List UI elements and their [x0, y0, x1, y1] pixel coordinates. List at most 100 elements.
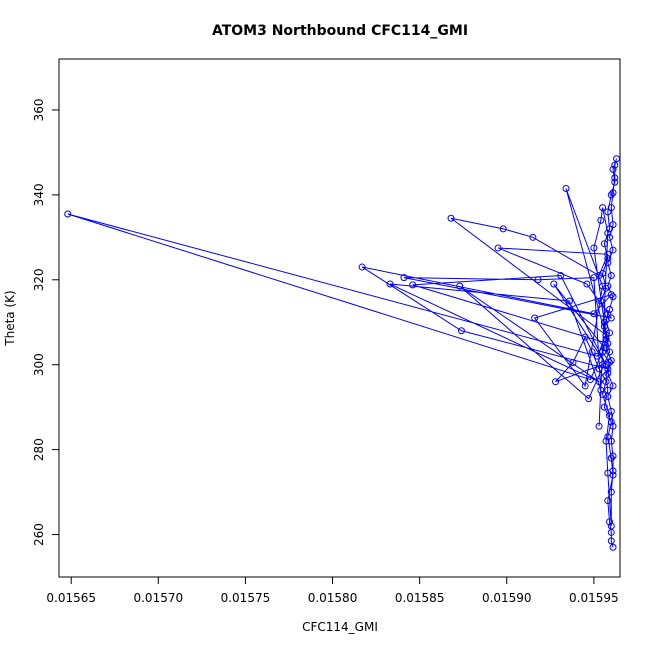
data-point — [456, 282, 464, 290]
y-axis-label: Theta (K) — [3, 290, 17, 346]
data-point — [599, 348, 607, 356]
data-point — [593, 352, 601, 360]
y-tick-label: 260 — [32, 523, 46, 546]
data-point — [604, 208, 612, 216]
y-tick-label: 340 — [32, 183, 46, 206]
data-point — [599, 204, 607, 212]
data-point — [599, 361, 607, 369]
data-point — [606, 225, 614, 233]
data-point — [606, 329, 614, 337]
data-point — [534, 276, 542, 284]
y-tick-label: 320 — [32, 268, 46, 291]
data-point — [590, 244, 598, 252]
data-point — [607, 356, 615, 364]
data-point — [606, 359, 614, 367]
data-point — [611, 161, 619, 169]
data-point — [607, 454, 615, 462]
data-point — [550, 280, 558, 288]
data-point — [604, 310, 612, 318]
data-point — [604, 255, 612, 263]
data-point — [499, 225, 507, 233]
y-tick-label: 300 — [32, 353, 46, 376]
data-point — [600, 240, 608, 248]
data-point — [386, 280, 394, 288]
data-point — [604, 497, 612, 505]
data-point — [569, 359, 577, 367]
data-point — [609, 221, 617, 229]
data-point — [609, 543, 617, 551]
data-point — [607, 272, 615, 280]
data-point — [611, 174, 619, 182]
data-point — [606, 412, 614, 420]
data-point — [600, 322, 608, 330]
data-point — [600, 403, 608, 411]
data-point — [609, 293, 617, 301]
data-point — [606, 518, 614, 526]
data-point — [599, 390, 607, 398]
y-axis: 260 280 300 320 340 360 — [32, 98, 60, 546]
data-point — [602, 335, 610, 343]
data-point — [409, 281, 417, 289]
x-axis-label: CFC114_GMI — [302, 620, 378, 634]
data-point — [604, 259, 612, 267]
data-point — [590, 310, 598, 318]
data-point — [597, 216, 605, 224]
data-point — [606, 306, 614, 314]
data-point — [604, 469, 612, 477]
data-point — [599, 269, 607, 277]
data-point — [583, 280, 591, 288]
data-point — [604, 282, 612, 290]
data-point — [595, 365, 603, 373]
data-point — [590, 274, 598, 282]
series-points — [64, 155, 621, 551]
data-point — [600, 344, 608, 352]
data-point — [604, 369, 612, 377]
data-point — [607, 407, 615, 415]
data-point — [447, 214, 455, 222]
data-point — [457, 327, 465, 335]
data-point — [581, 333, 589, 341]
data-point — [607, 488, 615, 496]
data-point — [607, 537, 615, 545]
y-tick-label: 360 — [32, 98, 46, 121]
data-point — [609, 189, 617, 197]
data-point — [607, 522, 615, 530]
data-point — [607, 291, 615, 299]
data-point — [358, 263, 366, 271]
data-point — [602, 361, 610, 369]
data-point — [609, 422, 617, 430]
chart-title: ATOM3 Northbound CFC114_GMI — [212, 23, 468, 39]
data-point — [494, 244, 502, 252]
series-line — [67, 158, 618, 548]
data-point — [400, 274, 408, 282]
x-tick-label: 0.01575 — [221, 591, 271, 605]
data-point — [609, 246, 617, 254]
data-point — [604, 365, 612, 373]
data-point — [602, 284, 610, 292]
data-point — [607, 314, 615, 322]
data-point — [600, 318, 608, 326]
x-tick-label: 0.01595 — [569, 591, 619, 605]
data-point — [607, 418, 615, 426]
x-tick-label: 0.01590 — [482, 591, 532, 605]
y-tick-label: 280 — [32, 438, 46, 461]
data-point — [602, 378, 610, 386]
data-point — [606, 233, 614, 241]
data-point — [607, 191, 615, 199]
x-tick-label: 0.01565 — [46, 591, 96, 605]
data-point — [611, 178, 619, 186]
series-layer — [64, 155, 621, 551]
data-point — [607, 204, 615, 212]
data-point — [599, 282, 607, 290]
data-point — [595, 378, 603, 386]
data-point — [586, 376, 594, 384]
data-point — [604, 433, 612, 441]
data-point — [609, 165, 617, 173]
data-point — [607, 437, 615, 445]
data-point — [602, 437, 610, 445]
data-point — [588, 348, 596, 356]
data-point — [606, 348, 614, 356]
x-tick-label: 0.01570 — [133, 591, 183, 605]
data-point — [613, 155, 621, 163]
